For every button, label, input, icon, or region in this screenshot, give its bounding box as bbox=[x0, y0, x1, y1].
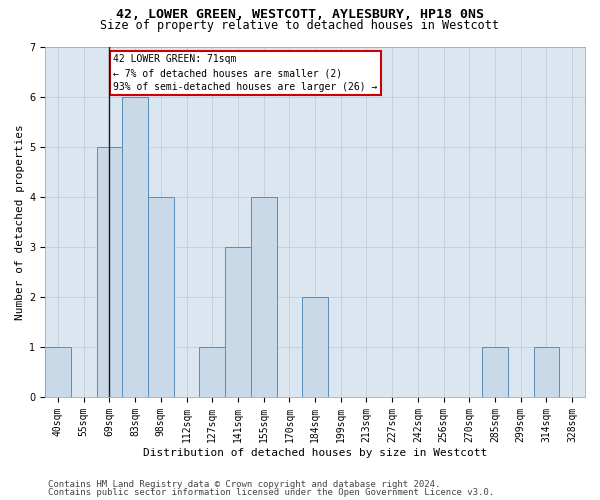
Bar bbox=[97, 146, 122, 397]
Bar bbox=[199, 347, 225, 397]
Text: Contains public sector information licensed under the Open Government Licence v3: Contains public sector information licen… bbox=[48, 488, 494, 497]
X-axis label: Distribution of detached houses by size in Westcott: Distribution of detached houses by size … bbox=[143, 448, 487, 458]
Text: Size of property relative to detached houses in Westcott: Size of property relative to detached ho… bbox=[101, 19, 499, 32]
Bar bbox=[482, 347, 508, 397]
Bar bbox=[122, 96, 148, 397]
Bar bbox=[148, 196, 173, 397]
Bar bbox=[45, 347, 71, 397]
Text: Contains HM Land Registry data © Crown copyright and database right 2024.: Contains HM Land Registry data © Crown c… bbox=[48, 480, 440, 489]
Bar bbox=[533, 347, 559, 397]
Y-axis label: Number of detached properties: Number of detached properties bbox=[15, 124, 25, 320]
Text: 42, LOWER GREEN, WESTCOTT, AYLESBURY, HP18 0NS: 42, LOWER GREEN, WESTCOTT, AYLESBURY, HP… bbox=[116, 8, 484, 20]
Bar bbox=[302, 297, 328, 397]
Bar bbox=[251, 196, 277, 397]
Text: 42 LOWER GREEN: 71sqm
← 7% of detached houses are smaller (2)
93% of semi-detach: 42 LOWER GREEN: 71sqm ← 7% of detached h… bbox=[113, 54, 377, 92]
Bar bbox=[225, 247, 251, 397]
